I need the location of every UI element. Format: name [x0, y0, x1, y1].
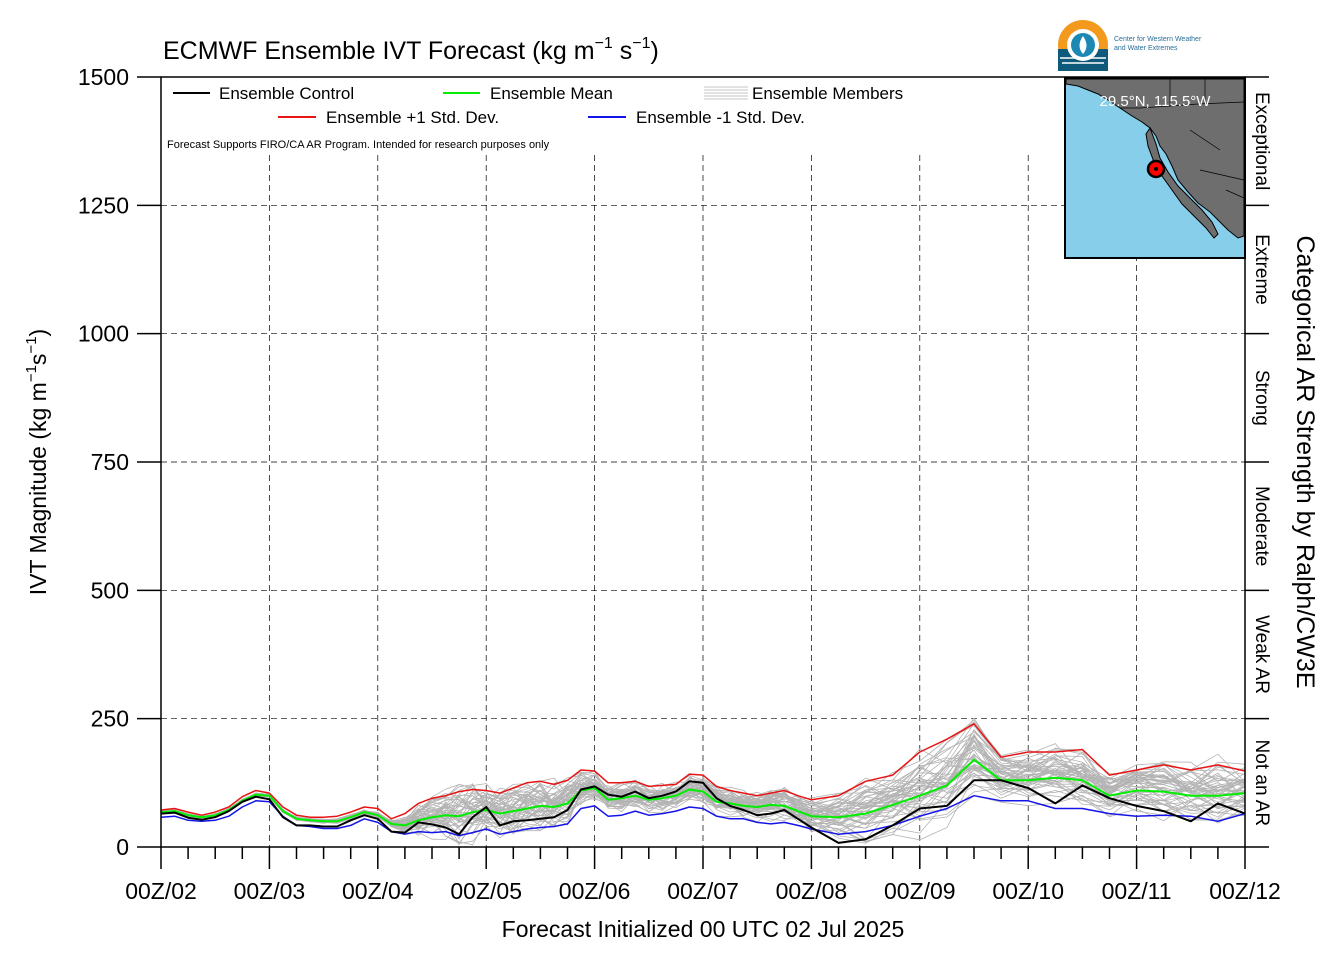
- category-label: Moderate: [1251, 486, 1272, 566]
- x-tick-label: 00Z/12: [1209, 878, 1281, 904]
- legend-label-mean: Ensemble Mean: [490, 84, 613, 103]
- logo-text-line1: Center for Western Weather: [1114, 36, 1202, 43]
- x-tick-label: 00Z/03: [234, 878, 306, 904]
- x-tick-label: 00Z/06: [559, 878, 631, 904]
- category-label: Weak AR: [1251, 615, 1272, 694]
- legend-members-swatch: [704, 86, 748, 100]
- legend-label-plus-sd: Ensemble +1 Std. Dev.: [326, 108, 499, 127]
- x-tick-label: 00Z/09: [884, 878, 956, 904]
- chart-title: ECMWF Ensemble IVT Forecast (kg m−1 s−1): [163, 35, 659, 65]
- y-axis: 0 250 500 750 1000 1250 1500: [78, 64, 161, 860]
- category-axis: Not an AR Weak AR Moderate Strong Extreme Exc…: [1245, 76, 1272, 848]
- y-tick-label: 500: [91, 577, 129, 603]
- x-tick-label: 00Z/11: [1102, 878, 1172, 904]
- ensemble-series: [161, 723, 1245, 844]
- x-tick-label: 00Z/10: [992, 878, 1064, 904]
- series-mean-line: [161, 758, 1245, 827]
- y-tick-label: 1500: [78, 64, 129, 90]
- legend-label-control: Ensemble Control: [219, 84, 354, 103]
- category-axis-label: Categorical AR Strength by Ralph/CW3E: [1291, 236, 1319, 689]
- y-axis-label: IVT Magnitude (kg m−1s−1): [23, 329, 51, 595]
- x-tick-label: 00Z/07: [667, 878, 739, 904]
- x-tick-label: 00Z/02: [125, 878, 197, 904]
- y-tick-label: 250: [91, 706, 129, 732]
- logo-text-line2: and Water Extremes: [1114, 45, 1178, 52]
- y-tick-label: 1250: [78, 192, 129, 218]
- y-tick-label: 750: [91, 449, 129, 475]
- y-tick-label: 0: [116, 834, 129, 860]
- legend-label-members: Ensemble Members: [752, 84, 903, 103]
- category-label: Not an AR: [1251, 740, 1272, 827]
- land-mainland: [1066, 79, 1244, 239]
- category-label: Extreme: [1251, 234, 1272, 305]
- legend-label-minus-sd: Ensemble -1 Std. Dev.: [636, 108, 805, 127]
- map-location-label: 29.5°N, 115.5°W: [1100, 93, 1212, 110]
- x-axis: 00Z/02 00Z/03 00Z/04 00Z/05 00Z/06 00Z/07 00Z/…: [125, 847, 1281, 904]
- series-plus-sd-line: [161, 723, 1245, 820]
- cw3e-logo: Center for Western Weather and Water Ext…: [1058, 20, 1202, 71]
- research-note: Forecast Supports FIRO/CA AR Program. In…: [167, 139, 550, 151]
- ensemble-member-line: [161, 739, 1245, 836]
- category-label: Strong: [1251, 370, 1272, 426]
- category-label: Exceptional: [1251, 92, 1272, 190]
- x-tick-label: 00Z/08: [776, 878, 848, 904]
- y-tick-label: 1000: [78, 321, 129, 347]
- ensemble-member-line: [161, 772, 1245, 828]
- x-tick-label: 00Z/05: [450, 878, 522, 904]
- x-tick-label: 00Z/04: [342, 878, 414, 904]
- state-borders: [1120, 79, 1244, 199]
- location-map-inset: 29.5°N, 115.5°W: [1064, 77, 1246, 259]
- series-control-line: [161, 779, 1245, 844]
- x-axis-label: Forecast Initialized 00 UTC 02 Jul 2025: [502, 916, 905, 942]
- legend: Ensemble Control Ensemble Mean Ensemble …: [167, 84, 903, 151]
